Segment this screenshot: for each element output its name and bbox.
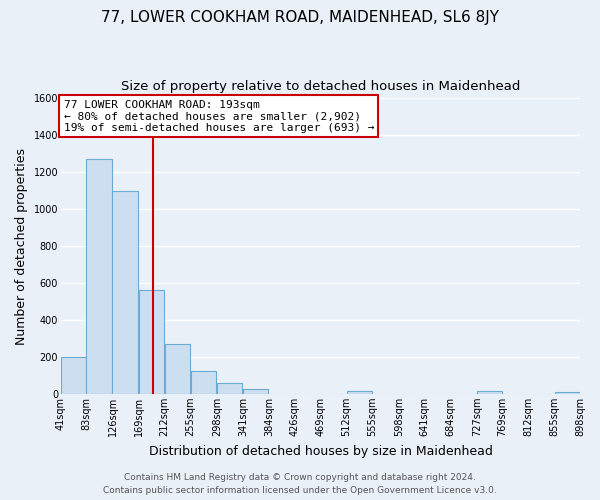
Bar — [243, 388, 268, 394]
Bar — [217, 383, 242, 394]
Bar — [554, 392, 580, 394]
Text: Contains HM Land Registry data © Crown copyright and database right 2024.
Contai: Contains HM Land Registry data © Crown c… — [103, 474, 497, 495]
Text: 77, LOWER COOKHAM ROAD, MAIDENHEAD, SL6 8JY: 77, LOWER COOKHAM ROAD, MAIDENHEAD, SL6 … — [101, 10, 499, 25]
Bar — [139, 290, 164, 394]
X-axis label: Distribution of detached houses by size in Maidenhead: Distribution of detached houses by size … — [149, 444, 493, 458]
Bar — [164, 344, 190, 394]
Title: Size of property relative to detached houses in Maidenhead: Size of property relative to detached ho… — [121, 80, 520, 93]
Bar — [477, 390, 502, 394]
Bar — [86, 160, 112, 394]
Text: 77 LOWER COOKHAM ROAD: 193sqm
← 80% of detached houses are smaller (2,902)
19% o: 77 LOWER COOKHAM ROAD: 193sqm ← 80% of d… — [64, 100, 374, 133]
Bar — [191, 371, 216, 394]
Bar — [347, 391, 372, 394]
Y-axis label: Number of detached properties: Number of detached properties — [15, 148, 28, 344]
Bar — [61, 357, 86, 394]
Bar — [112, 190, 138, 394]
